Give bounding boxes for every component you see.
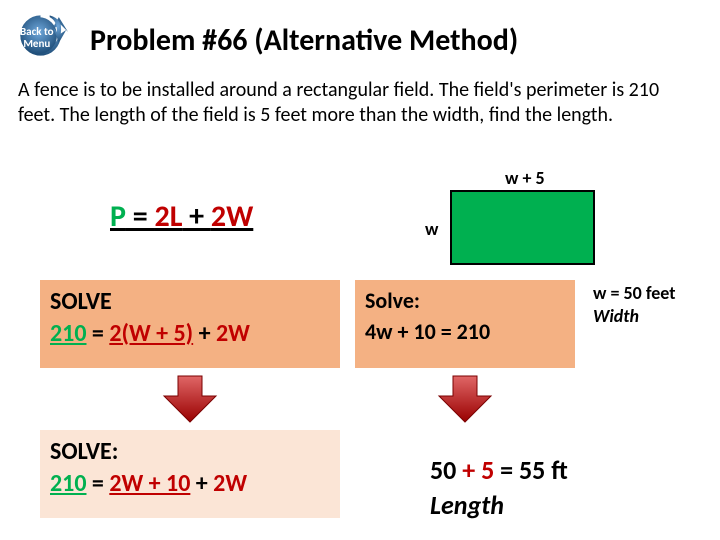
width-label: w	[425, 218, 438, 240]
down-arrow-icon	[160, 374, 220, 424]
perimeter-formula: P = 2L + 2W	[110, 198, 253, 235]
width-plus-5-label: w + 5	[505, 167, 545, 189]
problem-statement: A fence is to be installed around a rect…	[18, 78, 698, 128]
solve-step-2: Solve: 4w + 10 = 210	[355, 280, 575, 368]
length-answer: 50 + 5 = 55 ft Length	[420, 447, 578, 529]
solve-step-1: SOLVE 210 = 2(W + 5) + 2W	[40, 280, 340, 368]
back-to-menu-button[interactable]: Back to Menu	[8, 8, 73, 63]
page-title: Problem #66 (Alternative Method)	[90, 22, 518, 59]
field-rectangle	[450, 190, 595, 265]
down-arrow-icon	[435, 374, 495, 424]
solve-step-3: SOLVE: 210 = 2W + 10 + 2W	[40, 430, 340, 518]
back-button-label: Back to Menu	[20, 26, 54, 50]
width-answer: w = 50 feet Width	[593, 282, 675, 329]
